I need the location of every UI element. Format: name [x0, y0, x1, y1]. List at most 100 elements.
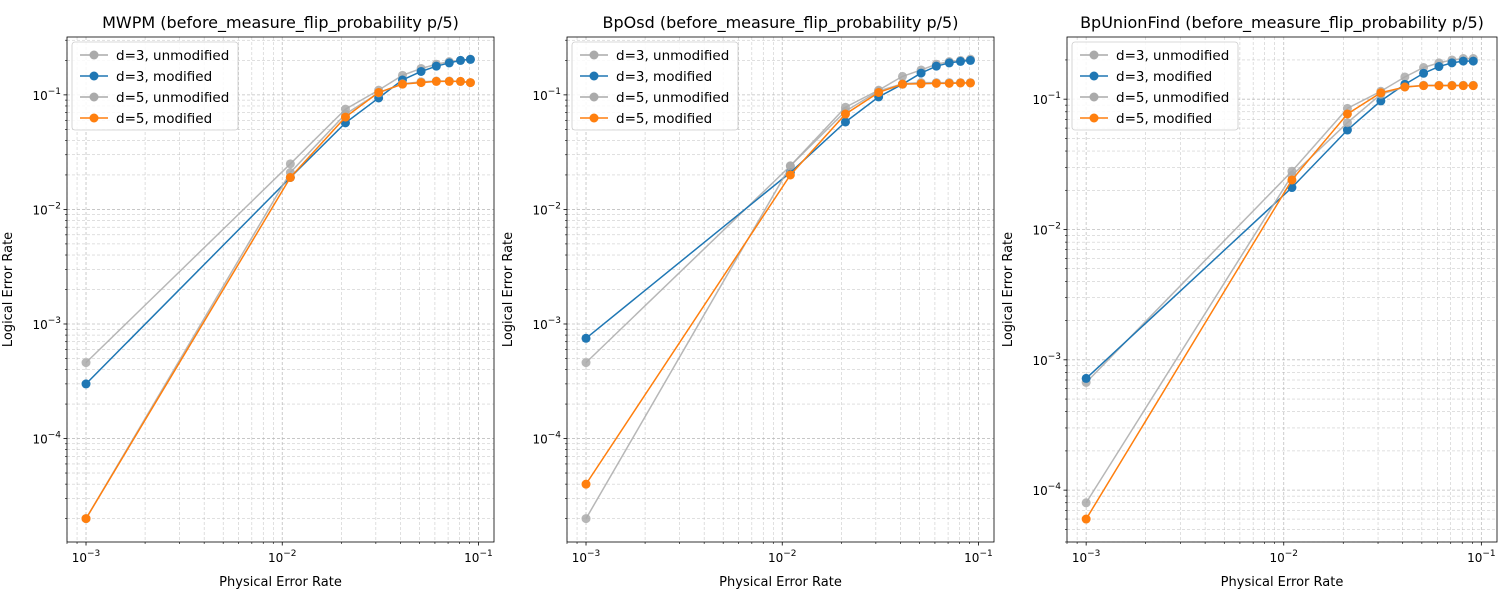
data-point [81, 514, 91, 524]
data-point [1419, 81, 1429, 91]
data-point [340, 112, 350, 122]
legend-entry: d=3, unmodified [616, 48, 729, 64]
series-line [585, 59, 971, 339]
x-tick-label: 10−2 [768, 549, 797, 565]
data-point [931, 61, 941, 71]
x-tick-label-exponent: −3 [87, 549, 100, 559]
x-tick-label-exponent: −1 [1482, 549, 1495, 559]
y-axis-label: Logical Error Rate [1, 232, 16, 347]
x-tick-label: 10−3 [572, 549, 601, 565]
legend-marker [89, 71, 99, 81]
legend-marker [89, 92, 99, 102]
y-tick-label-base: 10 [532, 89, 547, 103]
x-tick-label: 10−3 [1072, 549, 1101, 565]
x-tick-label-exponent: −1 [479, 549, 492, 559]
legend-marker [89, 113, 99, 123]
y-tick-label-base: 10 [32, 318, 47, 332]
y-tick-label-exponent: −1 [48, 87, 61, 97]
x-tick-label-base: 10 [1072, 551, 1087, 565]
series-line [1085, 60, 1474, 379]
data-point [1468, 81, 1478, 91]
x-tick-label-base: 10 [1467, 551, 1482, 565]
data-point [944, 78, 954, 88]
y-tick-label-base: 10 [1032, 93, 1047, 107]
data-point [81, 358, 91, 368]
data-point [431, 61, 441, 71]
legend-entry: d=5, unmodified [616, 90, 729, 106]
legend-box [571, 41, 739, 131]
legend-entry: d=5, unmodified [1116, 90, 1229, 106]
data-point [285, 159, 295, 169]
legend-marker [589, 71, 599, 81]
y-tick-label-exponent: −3 [1048, 352, 1061, 362]
x-axis-label: Physical Error Rate [719, 575, 842, 590]
legend-entry: d=5, unmodified [116, 90, 229, 106]
legend-marker [589, 113, 599, 123]
y-tick-label-base: 10 [1032, 223, 1047, 237]
legend-marker [589, 50, 599, 60]
data-point [1342, 109, 1352, 119]
data-point [965, 78, 975, 88]
data-point [785, 161, 795, 171]
data-point [581, 333, 591, 343]
series-2 [1081, 56, 1478, 383]
chart-panel-3: 10−3 10−2 10−110−410−310−210−1d=3, unmodif… [1001, 13, 1498, 590]
x-tick-label-base: 10 [768, 551, 783, 565]
x-tick-label-exponent: −1 [979, 549, 992, 559]
series-line [585, 58, 971, 364]
series-4 [581, 78, 975, 489]
data-point [1434, 62, 1444, 72]
x-tick-label-base: 10 [268, 551, 283, 565]
series-4 [81, 76, 475, 524]
data-point [840, 117, 850, 127]
legend-marker [1089, 71, 1099, 81]
chart-panel-2: 10−3 10−2 10−110−410−310−210−1d=3, unmodif… [501, 13, 995, 590]
data-point [965, 55, 975, 65]
y-tick-label-exponent: −3 [548, 316, 561, 326]
data-point [1419, 68, 1429, 78]
data-point [944, 58, 954, 68]
chart-title: MWPM (before_measure_flip_probability p/… [102, 13, 459, 33]
legend-entry: d=3, modified [1116, 69, 1212, 85]
legend-entry: d=5, modified [116, 111, 212, 127]
legend: d=3, unmodified d=3, modified d=5, unmodif… [71, 41, 239, 131]
y-tick-label-exponent: −1 [548, 87, 561, 97]
y-tick-label-base: 10 [32, 89, 47, 103]
data-point [1376, 96, 1386, 106]
x-tick-label: 10−2 [268, 549, 297, 565]
y-tick-label-base: 10 [32, 203, 47, 217]
x-tick-label-exponent: −2 [1285, 549, 1298, 559]
data-point [1400, 82, 1410, 92]
x-tick-label-exponent: −3 [1087, 549, 1100, 559]
legend-entry: d=3, unmodified [1116, 48, 1229, 64]
data-point [1447, 58, 1457, 68]
legend-entry: d=3, modified [116, 69, 212, 85]
x-tick-label-base: 10 [964, 551, 979, 565]
x-tick-label: 10−1 [1467, 549, 1496, 565]
legend-marker [1089, 92, 1099, 102]
data-point [916, 68, 926, 78]
data-point [416, 78, 426, 88]
legend-marker [589, 92, 599, 102]
series-line [1085, 57, 1474, 384]
y-tick-label-exponent: −2 [1048, 221, 1061, 231]
series-line [585, 82, 971, 485]
y-axis-label: Logical Error Rate [1001, 232, 1016, 347]
chart-title: BpOsd (before_measure_flip_probability p… [603, 13, 959, 33]
data-point [1400, 72, 1410, 82]
x-tick-label-exponent: −2 [783, 549, 796, 559]
x-axis-label: Physical Error Rate [219, 575, 342, 590]
data-point [956, 56, 966, 66]
x-tick-label: 10−1 [464, 549, 493, 565]
data-point [465, 54, 475, 64]
data-point [416, 66, 426, 76]
series-line [1085, 84, 1474, 520]
legend-entry: d=3, modified [616, 69, 712, 85]
data-point [465, 78, 475, 88]
y-tick-label-base: 10 [532, 203, 547, 217]
x-tick-label: 10−1 [964, 549, 993, 565]
y-tick-label: 10−3 [32, 316, 61, 332]
y-tick-label: 10−4 [32, 431, 61, 447]
y-tick-label: 10−3 [532, 316, 561, 332]
